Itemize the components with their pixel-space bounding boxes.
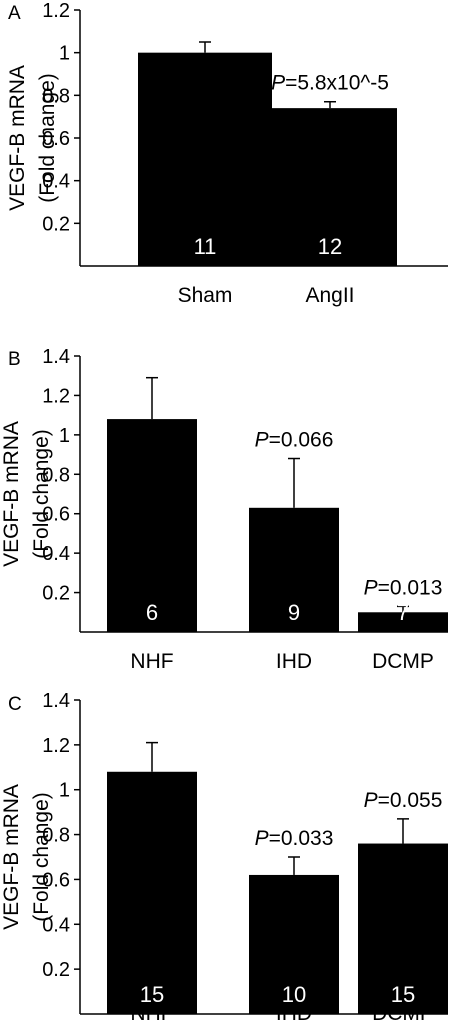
y-tick-label: 1.2 (42, 385, 70, 407)
p-value-label: P=0.066 (255, 429, 334, 452)
category-label: IHD (276, 650, 312, 673)
y-tick-label: 1 (59, 425, 70, 447)
chart-panel-c: C VEGF-B mRNA (Fold change) 0.2 0.4 0.6 0.8 1 1.… (0, 690, 448, 1025)
y-tick-label: 0.6 (42, 504, 70, 526)
y-axis-label: VEGF-B mRNA (6, 65, 29, 211)
y-axis-label: VEGF-B mRNA (0, 784, 23, 930)
y-tick-label: 0.2 (42, 583, 70, 605)
p-symbol: P (364, 789, 378, 812)
p-value-label: P=0.055 (364, 789, 443, 812)
y-tick-label: 0.6 (42, 869, 70, 891)
category-label: IHD (276, 1002, 312, 1025)
sample-size-label: 9 (288, 600, 300, 625)
y-tick-label: 1 (59, 780, 70, 802)
p-value-label: P=0.013 (364, 576, 443, 599)
y-axis-label: (Fold change) (30, 792, 53, 922)
y-tick-label: 0.8 (42, 85, 70, 107)
sample-size-label: 15 (140, 982, 164, 1007)
y-tick-label: 0.4 (42, 543, 70, 565)
panel-label: B (8, 349, 21, 370)
y-tick-label: 0.2 (42, 959, 70, 981)
bar (358, 843, 448, 1014)
p-value: =0.033 (269, 827, 334, 850)
sample-size-label: 10 (282, 982, 306, 1007)
y-tick-label: 1.2 (42, 735, 70, 757)
p-symbol: P (255, 827, 269, 850)
y-tick-label: 1 (59, 43, 70, 65)
y-tick-label: 0.4 (42, 914, 70, 936)
p-value: =5.8x10^-5 (285, 72, 389, 95)
sample-size-label: 12 (318, 234, 342, 259)
y-tick-label: 0.8 (42, 464, 70, 486)
p-value-label: P=5.8x10^-5 (271, 72, 389, 95)
y-axis-label: VEGF-B mRNA (0, 421, 23, 567)
y-tick-label: 0.4 (42, 171, 70, 193)
bar (249, 874, 339, 1014)
bar (263, 108, 397, 266)
y-tick-label: 1.2 (42, 0, 70, 22)
category-label: Sham (178, 284, 233, 307)
p-value-label: P=0.033 (255, 827, 334, 850)
y-tick-label: 1.4 (42, 690, 70, 712)
chart-panel-b: B VEGF-B mRNA (Fold change) 0.2 0.4 0.6 0.8 1 1.… (0, 346, 448, 673)
y-tick-label: 0.2 (42, 213, 70, 235)
p-value: =0.066 (269, 429, 334, 452)
y-tick-label: 1.4 (42, 346, 70, 368)
p-symbol: P (255, 429, 269, 452)
bar (249, 507, 339, 632)
p-value: =0.055 (378, 789, 443, 812)
sample-size-label: 15 (391, 982, 415, 1007)
panel-label: A (8, 3, 21, 24)
sample-size-label: 7 (397, 600, 409, 625)
sample-size-label: 11 (194, 234, 217, 259)
sample-size-label: 6 (146, 600, 158, 625)
p-symbol: P (271, 72, 285, 95)
y-tick-label: 0.8 (42, 825, 70, 847)
category-label: AngII (305, 284, 354, 307)
panel-label: C (8, 694, 22, 715)
y-axis-label: (Fold change) (36, 73, 59, 203)
category-label: DCMP (372, 650, 434, 673)
bar (358, 612, 448, 632)
category-label: NHF (130, 650, 173, 673)
bar (107, 419, 197, 632)
chart-panel-a: A VEGF-B mRNA (Fold change) 0.2 0.4 0.6 0.8 1 1.… (6, 0, 448, 307)
category-label: NHF (130, 1002, 173, 1025)
bar (138, 52, 272, 266)
p-symbol: P (364, 576, 378, 599)
category-label: DCMP (372, 1002, 434, 1025)
y-axis-label: (Fold change) (30, 429, 53, 559)
bar (107, 771, 197, 1014)
y-tick-label: 0.6 (42, 128, 70, 150)
p-value: =0.013 (378, 576, 443, 599)
